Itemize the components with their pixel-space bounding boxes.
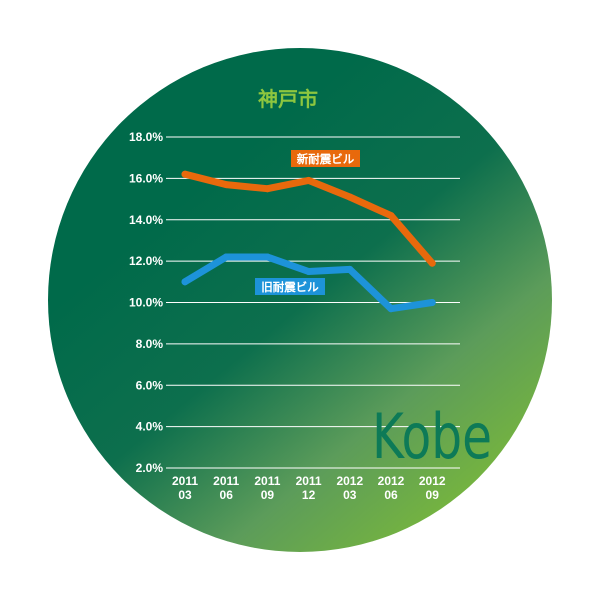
data-point: [387, 305, 395, 313]
y-tick-label: 8.0%: [136, 337, 164, 351]
x-tick-label-month: 03: [343, 488, 357, 502]
x-axis-tick-labels: 2011032011062011092011122012032012062012…: [172, 474, 446, 502]
data-point: [263, 253, 271, 261]
y-tick-label: 14.0%: [129, 213, 163, 227]
chart-title: 神戸市: [258, 87, 318, 111]
x-tick-label-year: 2012: [419, 474, 446, 488]
data-point: [346, 265, 354, 273]
x-tick-label-month: 06: [220, 488, 234, 502]
legend-new-label: 新耐震ビル: [297, 152, 355, 166]
data-point: [263, 185, 271, 193]
y-tick-label: 2.0%: [136, 461, 164, 475]
x-tick-label-month: 06: [384, 488, 398, 502]
x-tick-label-month: 12: [302, 488, 316, 502]
data-point: [346, 193, 354, 201]
legend-old-background: [255, 278, 325, 295]
y-axis-tick-labels: 2.0% 4.0% 6.0% 8.0% 10.0% 12.0% 14.0% 16.0% 18.0…: [129, 130, 163, 475]
y-tick-label: 6.0%: [136, 378, 164, 392]
x-tick-label-year: 2011: [172, 474, 198, 488]
x-tick-label-year: 2011: [296, 474, 322, 488]
y-tick-label: 18.0%: [129, 130, 163, 144]
data-point: [222, 181, 230, 189]
data-point: [222, 253, 230, 261]
legend-new-background: [291, 150, 360, 167]
data-point: [181, 278, 189, 286]
grid-lines: [166, 136, 460, 469]
x-tick-label-year: 2011: [213, 474, 239, 488]
data-point: [387, 212, 395, 220]
data-point: [305, 176, 313, 184]
y-tick-label: 16.0%: [129, 171, 163, 185]
x-tick-label-year: 2012: [378, 474, 405, 488]
data-point: [305, 267, 313, 275]
data-point: [181, 170, 189, 178]
y-tick-label: 10.0%: [129, 296, 163, 310]
x-tick-label-month: 09: [261, 488, 275, 502]
y-tick-label: 4.0%: [136, 420, 164, 434]
x-tick-label-year: 2011: [254, 474, 280, 488]
x-tick-label-year: 2012: [336, 474, 363, 488]
city-watermark: Kobe: [372, 400, 492, 473]
x-tick-label-month: 03: [178, 488, 192, 502]
data-point: [428, 299, 436, 306]
y-tick-label: 12.0%: [129, 254, 163, 268]
chart-background-disc: [48, 48, 552, 552]
legend-old-label: 旧耐震ビル: [261, 280, 319, 294]
series-lines: [181, 170, 436, 313]
data-point: [428, 259, 436, 267]
x-tick-label-month: 09: [426, 488, 440, 502]
